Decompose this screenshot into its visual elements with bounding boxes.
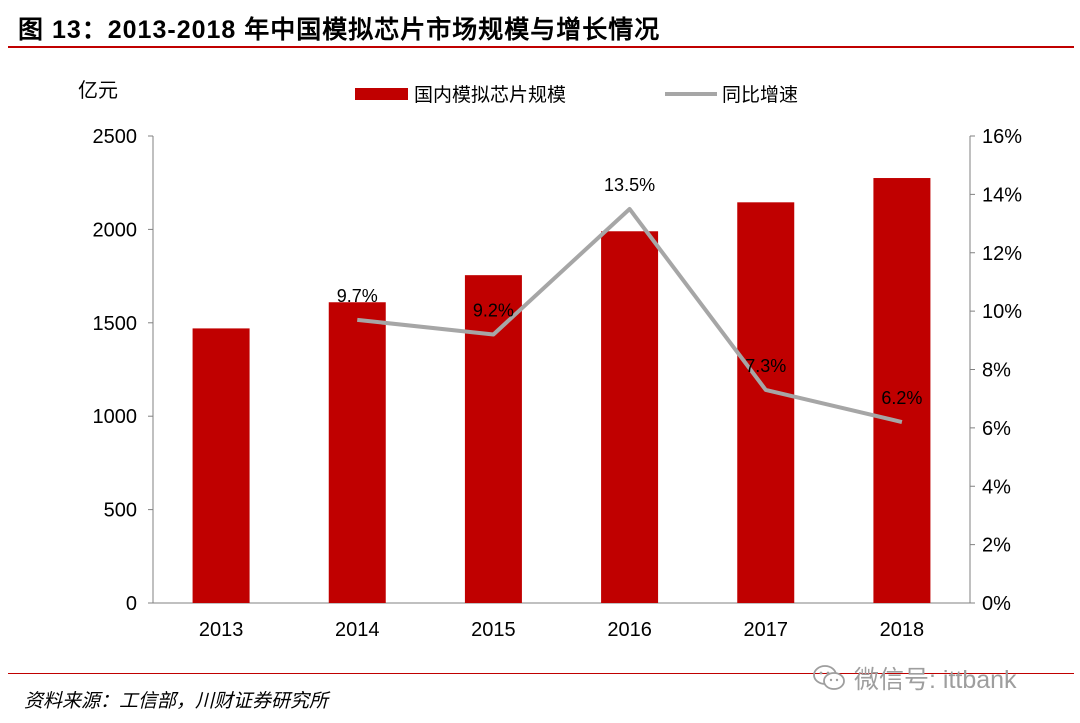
y-left-tick-label: 2500 (93, 126, 138, 148)
chart-title: 图 13：2013-2018 年中国模拟芯片市场规模与增长情况 (18, 16, 661, 44)
y-left-tick-label: 2000 (93, 219, 138, 241)
wechat-icon (813, 665, 845, 690)
data-label: 6.2% (881, 388, 922, 408)
bar (192, 328, 250, 603)
bar (601, 231, 659, 603)
bar (873, 178, 931, 603)
x-tick-label: 2015 (471, 619, 516, 641)
bar (737, 202, 795, 603)
y-right-tick-label: 14% (982, 184, 1022, 206)
y-right-tick-label: 16% (982, 126, 1022, 148)
watermark: 微信号: ittbank (812, 660, 1017, 696)
y-right-tick-label: 4% (982, 476, 1011, 498)
legend-label-bar: 国内模拟芯片规模 (414, 84, 566, 106)
bar (464, 275, 522, 603)
y-left-tick-label: 1500 (93, 313, 138, 335)
chart: 0 500 1000 1500 2000 2500 0% 2% 4% 6% 8% 10% 12% 14% 1… (78, 79, 1022, 641)
y-left-tick-label: 0 (126, 593, 137, 615)
y-left-unit: 亿元 (78, 79, 118, 102)
data-label: 7.3% (745, 356, 786, 376)
x-tick-label: 2017 (744, 619, 789, 641)
x-tick-label: 2014 (335, 619, 380, 641)
legend-swatch-bar (355, 88, 408, 100)
source-note: 资料来源：工信部，川财证券研究所 (24, 691, 329, 712)
data-label: 9.7% (337, 286, 378, 306)
x-tick-label: 2018 (880, 619, 925, 641)
y-left-tick-label: 500 (104, 500, 137, 522)
x-tick-label: 2013 (199, 619, 244, 641)
growth-line (357, 206, 903, 424)
y-right-tick-label: 10% (982, 301, 1022, 323)
data-label: 13.5% (604, 175, 655, 195)
bar (328, 302, 386, 603)
x-tick-label: 2016 (607, 619, 652, 641)
y-right-tick-label: 8% (982, 360, 1011, 382)
y-right-tick-label: 6% (982, 418, 1011, 440)
source-divider (8, 673, 1074, 674)
legend-label-line: 同比增速 (722, 84, 798, 106)
watermark-text: 微信号: ittbank (854, 666, 1017, 694)
y-left-tick-label: 1000 (93, 406, 138, 428)
y-right-tick-label: 2% (982, 535, 1011, 557)
y-right-tick-label: 12% (982, 243, 1022, 265)
data-label: 9.2% (473, 300, 514, 320)
y-right-tick-label: 0% (982, 593, 1011, 615)
title-divider (8, 46, 1074, 48)
